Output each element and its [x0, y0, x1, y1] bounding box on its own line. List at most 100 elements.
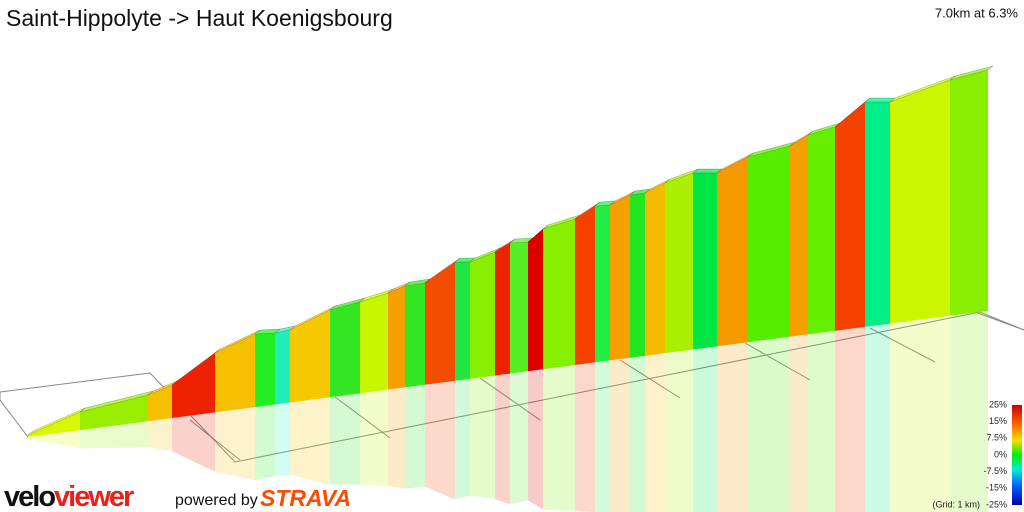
segment-reflection	[405, 384, 425, 489]
segment-reflection	[835, 326, 865, 512]
segment-reflection	[595, 360, 610, 512]
legend-label: -25%	[986, 499, 1007, 509]
segment-reflection	[172, 412, 215, 472]
segment-reflection	[215, 407, 255, 481]
segment	[28, 412, 80, 437]
legend-label: -7.5%	[983, 466, 1007, 476]
segment	[148, 385, 172, 422]
segment-reflection	[275, 402, 290, 476]
segment-reflection	[528, 369, 543, 510]
segment	[595, 205, 610, 363]
floor-line	[869, 327, 936, 363]
logo-velo: velo	[4, 481, 55, 512]
segment-reflection	[543, 365, 575, 512]
segment-reflection	[330, 393, 360, 485]
legend-bar	[1012, 405, 1022, 505]
segment-reflection	[290, 397, 330, 485]
segment	[835, 102, 865, 331]
segment	[255, 333, 275, 408]
segment-reflection	[80, 421, 148, 449]
segment-reflection	[455, 378, 470, 500]
segment	[360, 293, 388, 394]
segment-reflection	[470, 375, 495, 500]
segment-reflection	[630, 355, 645, 512]
profile	[27, 65, 994, 437]
segment-reflection	[610, 357, 630, 512]
logo: veloviewer	[4, 481, 134, 512]
segment	[275, 330, 290, 405]
floor-line	[744, 342, 811, 381]
powered-by: powered by	[175, 492, 258, 509]
segment-reflection	[717, 342, 748, 512]
floor-line	[0, 399, 29, 438]
segment-reflection	[255, 404, 275, 481]
segment-reflection	[148, 418, 172, 452]
segment	[172, 353, 215, 419]
segment-reflection	[950, 311, 988, 512]
segment	[790, 135, 808, 337]
logo-viewer: viewer	[54, 481, 134, 512]
segment	[665, 173, 693, 354]
segment-top	[949, 65, 994, 81]
segment	[405, 283, 425, 388]
segment	[470, 252, 495, 379]
segment-reflection	[645, 353, 665, 512]
segment	[455, 262, 470, 381]
grid-floor	[0, 311, 1024, 463]
segment-reflection	[890, 315, 950, 512]
segment	[890, 80, 950, 324]
segment	[80, 395, 148, 431]
segment	[528, 229, 543, 372]
strava-logo: STRAVA	[260, 485, 351, 511]
segment	[717, 157, 748, 347]
segment-reflection	[360, 389, 388, 487]
segment	[610, 195, 630, 361]
legend-label: 15%	[989, 416, 1007, 426]
segment-reflection	[693, 346, 717, 512]
segment	[630, 193, 645, 358]
floor-line	[189, 419, 241, 461]
legend-label: 7.5%	[986, 433, 1007, 443]
segment-reflection	[28, 430, 80, 449]
reflection	[28, 311, 988, 512]
segment-reflection	[388, 387, 405, 489]
segment	[290, 310, 330, 403]
segment	[388, 286, 405, 390]
legend-label: 25%	[989, 399, 1007, 409]
segment	[575, 206, 595, 366]
segment	[543, 219, 575, 370]
segment	[748, 146, 790, 343]
segment	[425, 262, 455, 385]
legend: 25% 15% 7.5% 0% -7.5% -15% -25% (Grid: 1 km)	[932, 399, 1007, 509]
segment-reflection	[575, 362, 595, 512]
segment	[808, 127, 835, 335]
grid-note: (Grid: 1 km)	[932, 499, 980, 509]
segment-reflection	[510, 371, 528, 505]
segment	[645, 183, 665, 356]
legend-label: -15%	[986, 483, 1007, 493]
segment-reflection	[865, 323, 890, 512]
floor-line	[334, 396, 391, 439]
title: Saint-Hippolyte -> Haut Koenigsbourg	[6, 5, 393, 31]
segment	[510, 242, 528, 374]
segment-reflection	[748, 336, 790, 512]
segment-reflection	[425, 380, 455, 500]
segment-reflection	[665, 349, 693, 512]
floor-line	[619, 359, 681, 399]
segment-reflection	[790, 334, 808, 512]
segment-reflection	[808, 330, 835, 512]
floor-line	[974, 311, 1024, 331]
segment	[330, 302, 360, 398]
segment-reflection	[495, 373, 510, 505]
floor-line	[479, 377, 541, 421]
segment	[495, 243, 510, 376]
segment	[693, 173, 717, 350]
segment	[215, 334, 255, 413]
segment	[865, 102, 890, 327]
legend-label: 0%	[994, 449, 1007, 459]
segment	[950, 70, 988, 316]
summary: 7.0km at 6.3%	[935, 5, 1019, 20]
floor-outline	[0, 311, 1024, 463]
